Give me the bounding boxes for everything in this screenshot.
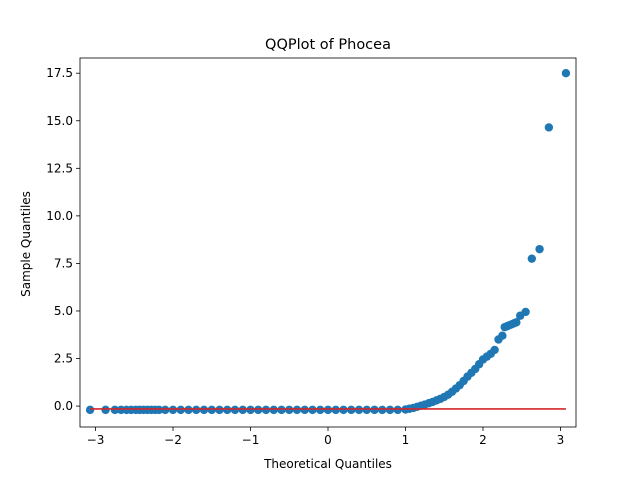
- data-point: [184, 405, 193, 415]
- data-point: [300, 405, 309, 415]
- x-tick-label: −3: [87, 433, 105, 447]
- x-tick-label: 0: [324, 433, 332, 447]
- data-point: [254, 405, 263, 415]
- data-point: [512, 318, 521, 327]
- data-point: [246, 405, 255, 415]
- y-tick-label: 2.5: [54, 352, 73, 366]
- data-point: [168, 405, 178, 415]
- y-tick-label: 10.0: [46, 209, 73, 223]
- data-point: [498, 331, 507, 340]
- x-tick-label: 1: [402, 433, 410, 447]
- data-points: [85, 69, 571, 415]
- data-point: [215, 405, 224, 415]
- data-point: [354, 405, 364, 415]
- y-tick-label: 17.5: [46, 66, 73, 80]
- data-point: [535, 244, 544, 254]
- data-point: [101, 405, 110, 415]
- data-point: [176, 405, 185, 415]
- data-point: [285, 405, 294, 415]
- data-point: [308, 405, 317, 415]
- x-tick-label: −1: [242, 433, 260, 447]
- data-point: [561, 69, 571, 78]
- y-tick-label: 12.5: [46, 161, 73, 175]
- data-point: [385, 405, 395, 415]
- y-tick-label: 5.0: [54, 304, 73, 318]
- data-point: [110, 405, 120, 415]
- data-point: [230, 405, 240, 415]
- data-point: [323, 405, 333, 415]
- data-point: [378, 405, 387, 415]
- data-point: [521, 307, 530, 317]
- data-point: [490, 345, 499, 355]
- data-point: [362, 405, 371, 415]
- data-point: [527, 254, 537, 263]
- data-point: [161, 405, 170, 415]
- data-point: [277, 405, 286, 415]
- data-point: [331, 405, 340, 415]
- data-point: [261, 405, 271, 415]
- data-point: [85, 405, 95, 415]
- data-point: [544, 123, 554, 132]
- y-axis-title: Sample Quantiles: [19, 191, 33, 297]
- data-point: [393, 405, 402, 415]
- data-point: [292, 405, 302, 415]
- data-point: [269, 405, 278, 415]
- data-point: [370, 405, 379, 415]
- data-point: [199, 405, 209, 415]
- x-tick-label: 3: [557, 433, 565, 447]
- data-point: [192, 405, 201, 415]
- axes: −3 −2 −1 0 1 2 3 0.0 2.5 5.0 7.5 10.0 12.5 15.0 17.5: [46, 57, 577, 447]
- data-point: [223, 405, 232, 415]
- data-point: [339, 405, 348, 415]
- data-point: [316, 405, 325, 415]
- y-tick-label: 15.0: [46, 114, 73, 128]
- x-axis-title: Theoretical Quantiles: [263, 457, 392, 471]
- x-tick-label: 2: [479, 433, 487, 447]
- data-point: [238, 405, 247, 415]
- x-tick-label: −2: [164, 433, 182, 447]
- y-tick-label: 7.5: [54, 256, 73, 270]
- data-point: [347, 405, 356, 415]
- data-point: [207, 405, 216, 415]
- chart-title: QQPlot of Phocea: [265, 37, 391, 53]
- y-tick-label: 0.0: [54, 399, 73, 413]
- data-point: [154, 405, 164, 415]
